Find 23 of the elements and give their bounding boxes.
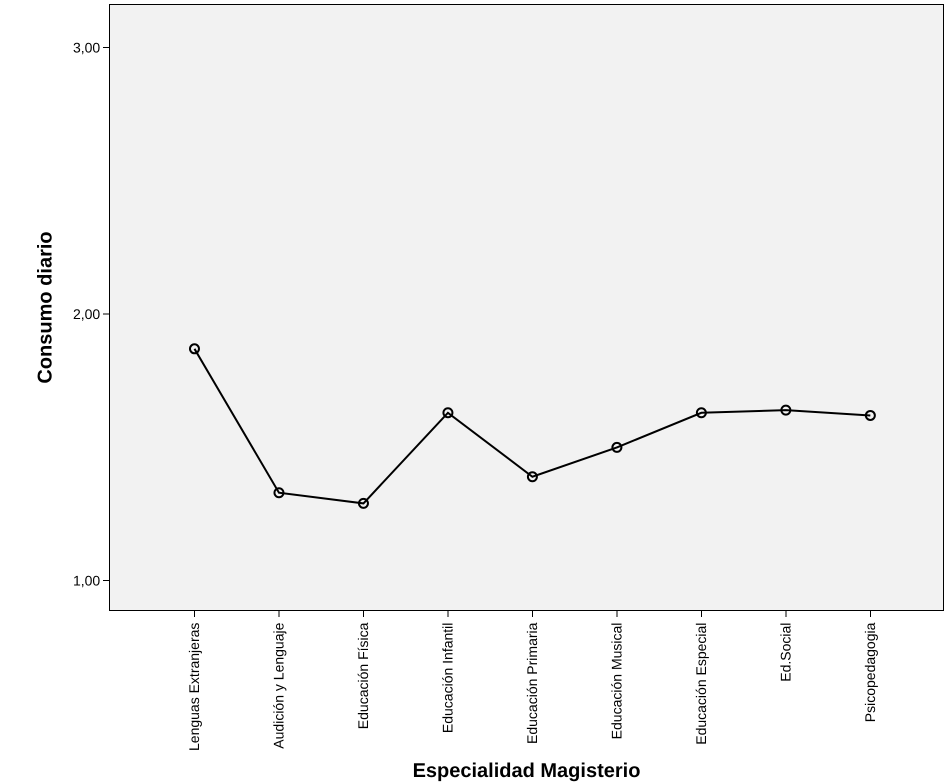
x-tick-label: Psicopedagogia bbox=[862, 622, 878, 722]
x-tick-label: Educación Primaria bbox=[524, 622, 540, 744]
x-tick-label: Audición y Lenguaje bbox=[270, 622, 287, 749]
y-axis-title: Consumo diario bbox=[34, 231, 56, 384]
y-tick-label: 1,00 bbox=[72, 572, 100, 589]
point bbox=[864, 410, 876, 421]
x-tick-label: Lenguas Extranjeras bbox=[186, 622, 202, 752]
point bbox=[358, 498, 369, 509]
point bbox=[780, 404, 792, 416]
x-axis-title: Especialidad Magisterio bbox=[412, 760, 640, 782]
x-tick-label: Educación Infantil bbox=[439, 622, 456, 734]
x-tick-label: Educación Musical bbox=[608, 622, 624, 740]
y-tick-label: 2,00 bbox=[72, 306, 100, 322]
x-tick-label: Educación Física bbox=[355, 622, 371, 730]
point bbox=[611, 442, 622, 453]
point bbox=[442, 407, 454, 418]
point bbox=[188, 343, 200, 354]
x-tick-label: Educación Especial bbox=[692, 622, 709, 745]
point bbox=[273, 487, 284, 498]
x-tick-label: Ed.Social bbox=[777, 622, 794, 682]
y-tick-label: 3,00 bbox=[72, 40, 100, 56]
point bbox=[526, 471, 538, 482]
point bbox=[696, 407, 707, 418]
